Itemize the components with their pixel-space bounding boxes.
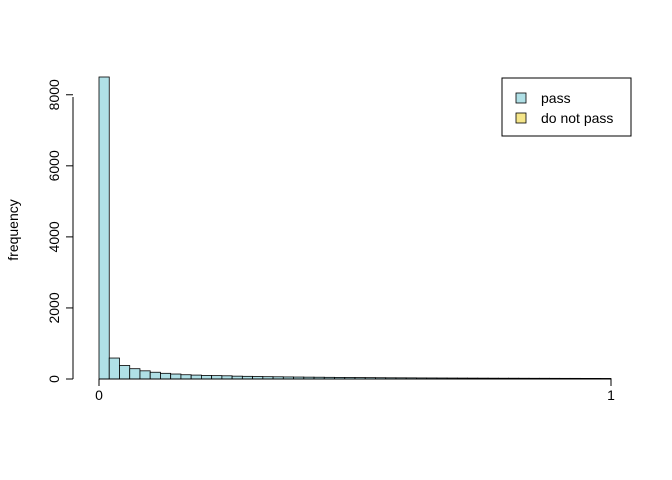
bar-pass: [129, 368, 141, 380]
y-axis: 0 2000 4000 6000 8000: [46, 79, 74, 383]
legend-label-pass: pass: [541, 90, 571, 106]
legend: pass do not pass: [501, 77, 632, 137]
bar-pass: [200, 375, 213, 380]
bar-pass: [149, 371, 161, 380]
bar-pass: [139, 370, 151, 380]
y-tick-label: 8000: [46, 79, 62, 110]
bar-pass: [211, 375, 223, 380]
bar-pass: [119, 365, 131, 380]
bar-pass: [108, 357, 120, 380]
bar-pass: [170, 373, 182, 380]
legend-label-do-not-pass: do not pass: [541, 110, 613, 126]
bar-pass: [98, 76, 110, 380]
y-tick-label: 2000: [46, 292, 62, 323]
x-tick-label: 1: [607, 387, 615, 403]
bar-pass: [190, 374, 202, 380]
x-tick-label: 0: [95, 387, 103, 403]
y-tick-label: 4000: [46, 221, 62, 252]
legend-swatch-pass: [515, 92, 527, 104]
bar-pass: [160, 372, 172, 380]
bar-pass: [180, 374, 192, 380]
y-axis-label: frequency: [5, 199, 21, 260]
legend-swatch-do-not-pass: [515, 112, 527, 124]
y-tick-label: 0: [46, 375, 62, 383]
legend-box: [501, 77, 632, 137]
y-tick-label: 6000: [46, 150, 62, 181]
